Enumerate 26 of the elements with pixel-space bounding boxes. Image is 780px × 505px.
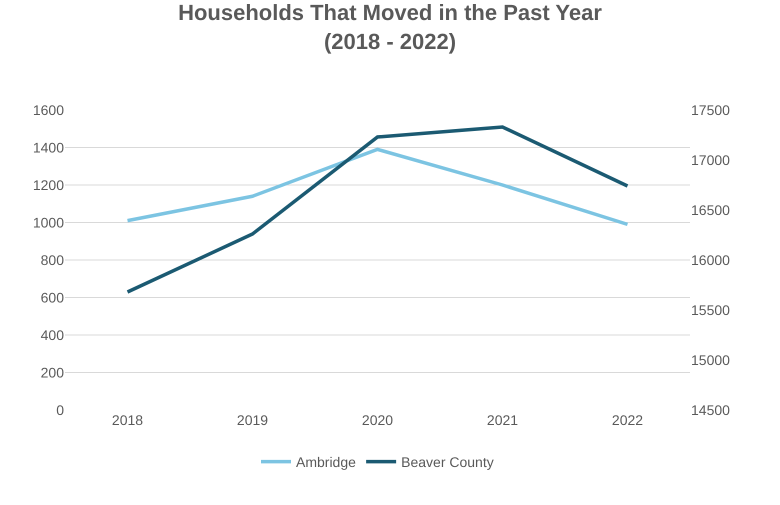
y2-tick-label: 16000 (691, 252, 730, 268)
y2-tick-label: 15500 (691, 302, 730, 318)
y-tick-label: 200 (40, 364, 64, 380)
y2-tick-label: 14500 (691, 402, 730, 418)
y-tick-label: 400 (40, 326, 64, 343)
y-tick-label: 0 (56, 402, 64, 418)
line-series (126, 125, 630, 294)
y-tick-label: 600 (40, 289, 64, 306)
y-tick-label: 1200 (32, 176, 64, 193)
chart-title: Households That Moved in the Past Year (2018 - 2022) (178, 0, 602, 54)
legend-label: Ambridge (296, 454, 356, 470)
x-tick-label: 2019 (236, 412, 268, 428)
x-tick-label: 2020 (362, 412, 394, 428)
y2-tick-label: 16500 (691, 202, 730, 218)
x-tick-label: 2018 (112, 412, 144, 428)
line-series (126, 148, 630, 226)
y2-tick-label: 15000 (691, 352, 730, 368)
y-tick-label: 1000 (32, 214, 64, 230)
x-tick-label: 2022 (612, 412, 644, 428)
y-tick-label: 1600 (32, 102, 64, 118)
y-tick-label: 800 (40, 252, 64, 268)
y2-tick-label: 17000 (691, 152, 730, 168)
legend-label: Beaver County (401, 454, 494, 470)
y-tick-label: 1400 (32, 139, 64, 156)
y2-tick-label: 17500 (691, 102, 730, 118)
x-tick-label: 2021 (486, 412, 518, 428)
